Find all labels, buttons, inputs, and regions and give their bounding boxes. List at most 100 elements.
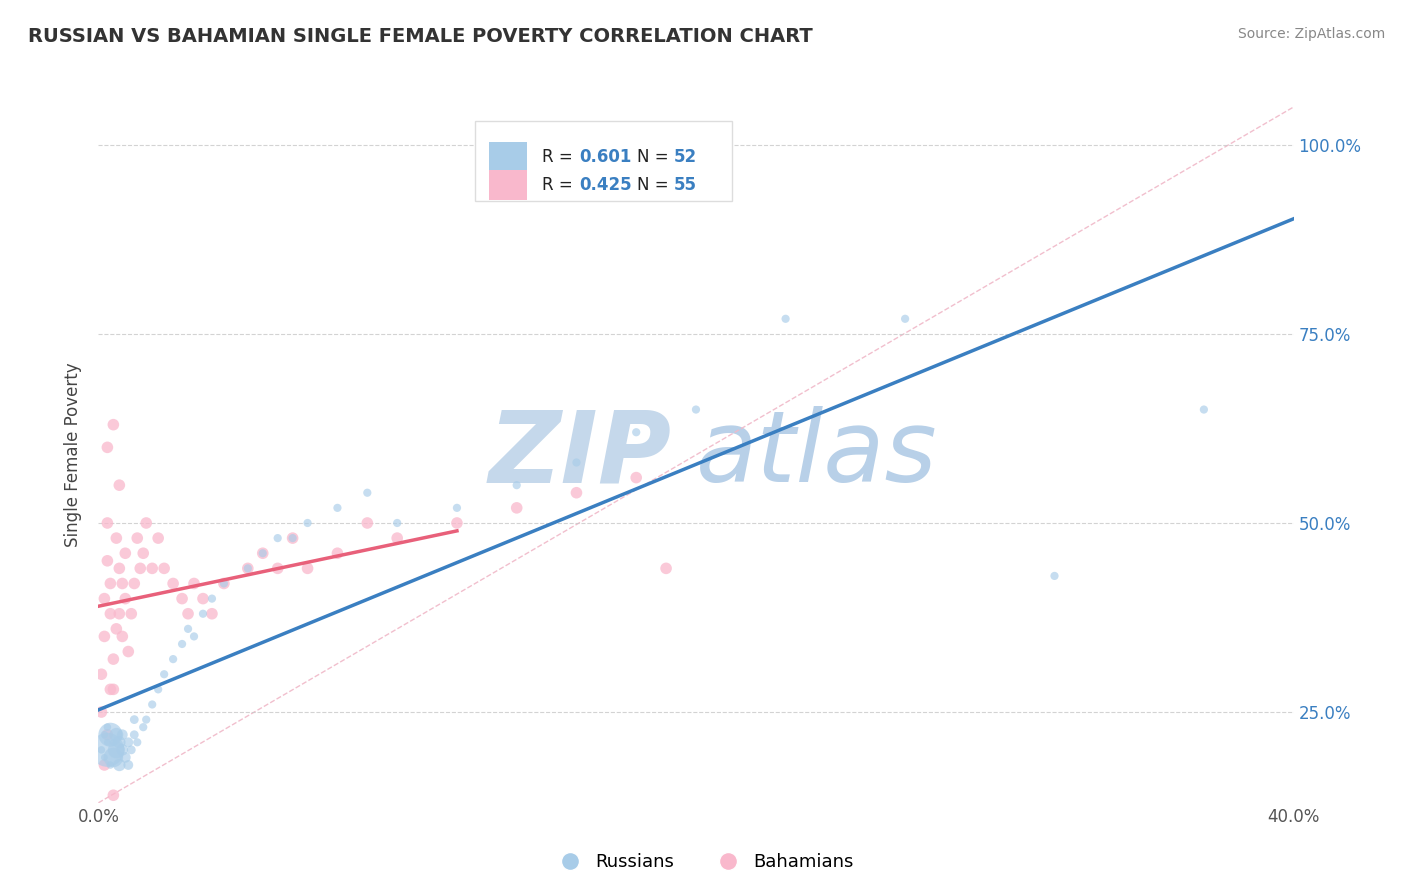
Point	[236, 561, 259, 575]
Point	[93, 629, 115, 643]
Point	[191, 591, 214, 606]
Point	[212, 576, 235, 591]
Point	[120, 743, 142, 757]
Point	[117, 735, 139, 749]
Point	[105, 743, 128, 757]
Text: 55: 55	[673, 176, 696, 194]
Point	[108, 607, 131, 621]
Point	[177, 622, 200, 636]
FancyBboxPatch shape	[475, 121, 733, 201]
Point	[626, 470, 648, 484]
Point	[111, 576, 134, 591]
Point	[98, 728, 122, 742]
Point	[90, 667, 112, 681]
Point	[103, 789, 125, 803]
Point	[93, 728, 115, 742]
Point	[385, 516, 409, 530]
Text: 0.425: 0.425	[579, 176, 631, 194]
Point	[141, 561, 163, 575]
Point	[141, 698, 163, 712]
Point	[124, 576, 146, 591]
Point	[103, 682, 125, 697]
Point	[135, 713, 157, 727]
Point	[1192, 402, 1215, 417]
Point	[105, 622, 128, 636]
Point	[103, 750, 125, 764]
Point	[201, 591, 224, 606]
Point	[108, 561, 131, 575]
Point	[127, 531, 149, 545]
Point	[98, 576, 122, 591]
Point	[685, 402, 707, 417]
Point	[775, 311, 797, 326]
Point	[127, 735, 149, 749]
Point	[111, 629, 134, 643]
Point	[183, 629, 205, 643]
FancyBboxPatch shape	[489, 143, 527, 171]
Point	[93, 758, 115, 772]
Point	[132, 546, 155, 560]
Point	[506, 500, 529, 515]
Point	[93, 591, 115, 606]
Point	[565, 485, 588, 500]
Point	[326, 546, 349, 560]
Point	[103, 735, 125, 749]
Point	[111, 728, 134, 742]
FancyBboxPatch shape	[489, 170, 527, 200]
Y-axis label: Single Female Poverty: Single Female Poverty	[65, 363, 83, 547]
Point	[96, 441, 118, 455]
Point	[108, 758, 131, 772]
Point	[132, 720, 155, 734]
Point	[96, 720, 118, 734]
Point	[297, 561, 319, 575]
Point	[103, 652, 125, 666]
Point	[98, 607, 122, 621]
Point	[148, 531, 170, 545]
Point	[626, 425, 648, 440]
Point	[117, 644, 139, 658]
Point	[124, 713, 146, 727]
Point	[90, 743, 112, 757]
Text: N =: N =	[637, 148, 675, 166]
Legend: Russians, Bahamians: Russians, Bahamians	[544, 847, 862, 879]
Point	[108, 735, 131, 749]
Point	[326, 500, 349, 515]
Point	[252, 546, 274, 560]
Point	[114, 546, 136, 560]
Point	[98, 758, 122, 772]
Text: R =: R =	[541, 148, 578, 166]
Point	[162, 652, 184, 666]
Text: RUSSIAN VS BAHAMIAN SINGLE FEMALE POVERTY CORRELATION CHART: RUSSIAN VS BAHAMIAN SINGLE FEMALE POVERT…	[28, 27, 813, 45]
Point	[655, 561, 678, 575]
Point	[96, 728, 118, 742]
Point	[124, 728, 146, 742]
Text: R =: R =	[541, 176, 578, 194]
Point	[172, 637, 194, 651]
Point	[162, 576, 184, 591]
Point	[281, 531, 304, 545]
Point	[172, 591, 194, 606]
Point	[565, 455, 588, 469]
Point	[96, 735, 118, 749]
Point	[114, 750, 136, 764]
Point	[98, 682, 122, 697]
Text: 0.601: 0.601	[579, 148, 631, 166]
Point	[90, 705, 112, 719]
Point	[236, 561, 259, 575]
Point	[93, 750, 115, 764]
Text: N =: N =	[637, 176, 675, 194]
Point	[267, 531, 290, 545]
Point	[506, 478, 529, 492]
Point	[105, 728, 128, 742]
Point	[96, 516, 118, 530]
Point	[201, 607, 224, 621]
Point	[96, 554, 118, 568]
Point	[153, 667, 176, 681]
Point	[177, 607, 200, 621]
Text: atlas: atlas	[696, 407, 938, 503]
Point	[153, 561, 176, 575]
Point	[111, 743, 134, 757]
Text: 52: 52	[673, 148, 696, 166]
Point	[297, 516, 319, 530]
Point	[135, 516, 157, 530]
